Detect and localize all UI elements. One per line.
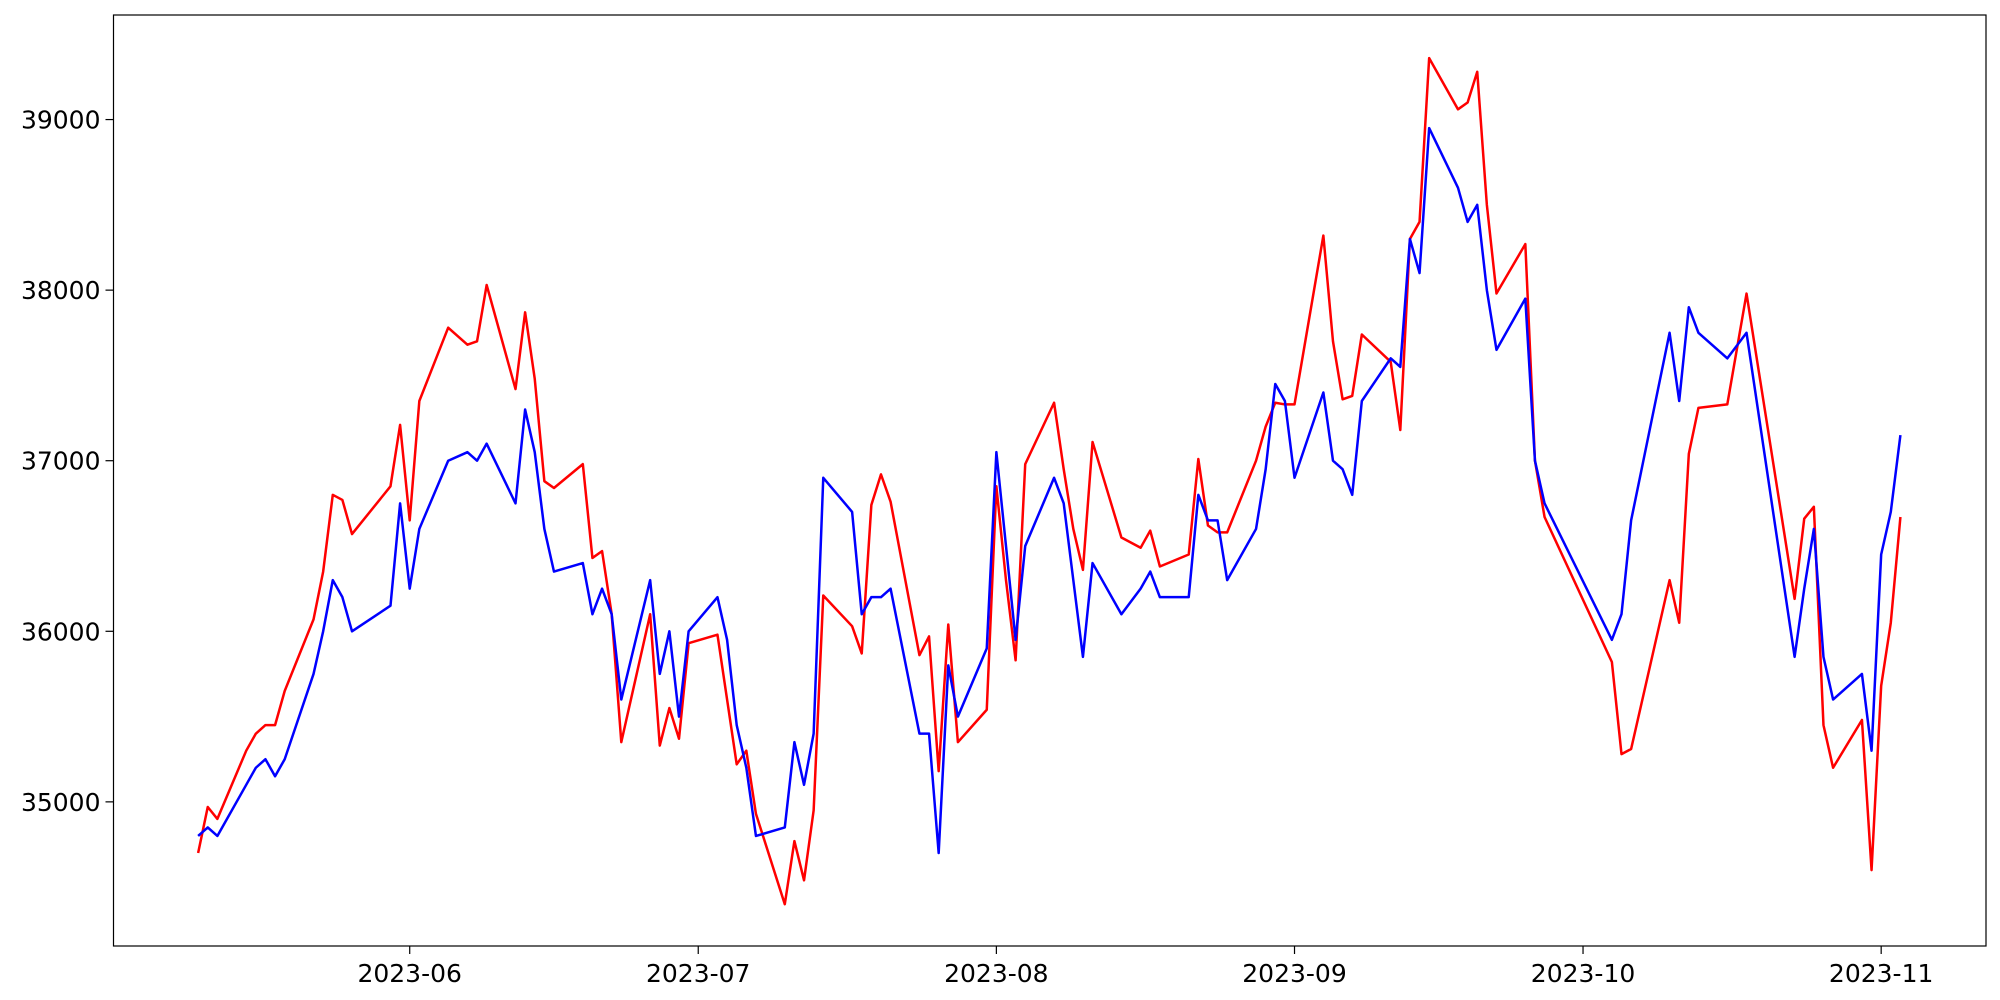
plot-frame [112,14,1987,947]
x-tick-label: 2023-08 [944,959,1048,988]
x-tick-label: 2023-11 [1829,959,1933,988]
series-line [196,56,1902,906]
y-tick-label: 38000 [21,276,101,305]
y-tick-label: 35000 [21,788,101,817]
x-tick-label: 2023-09 [1242,959,1346,988]
y-tick-label: 37000 [21,447,101,476]
y-tick-label: 36000 [21,617,101,646]
x-tick-label: 2023-07 [646,959,750,988]
x-tick-label: 2023-10 [1531,959,1635,988]
series-line [197,126,1902,855]
x-tick-label: 2023-06 [357,959,461,988]
y-tick-label: 39000 [21,106,101,135]
